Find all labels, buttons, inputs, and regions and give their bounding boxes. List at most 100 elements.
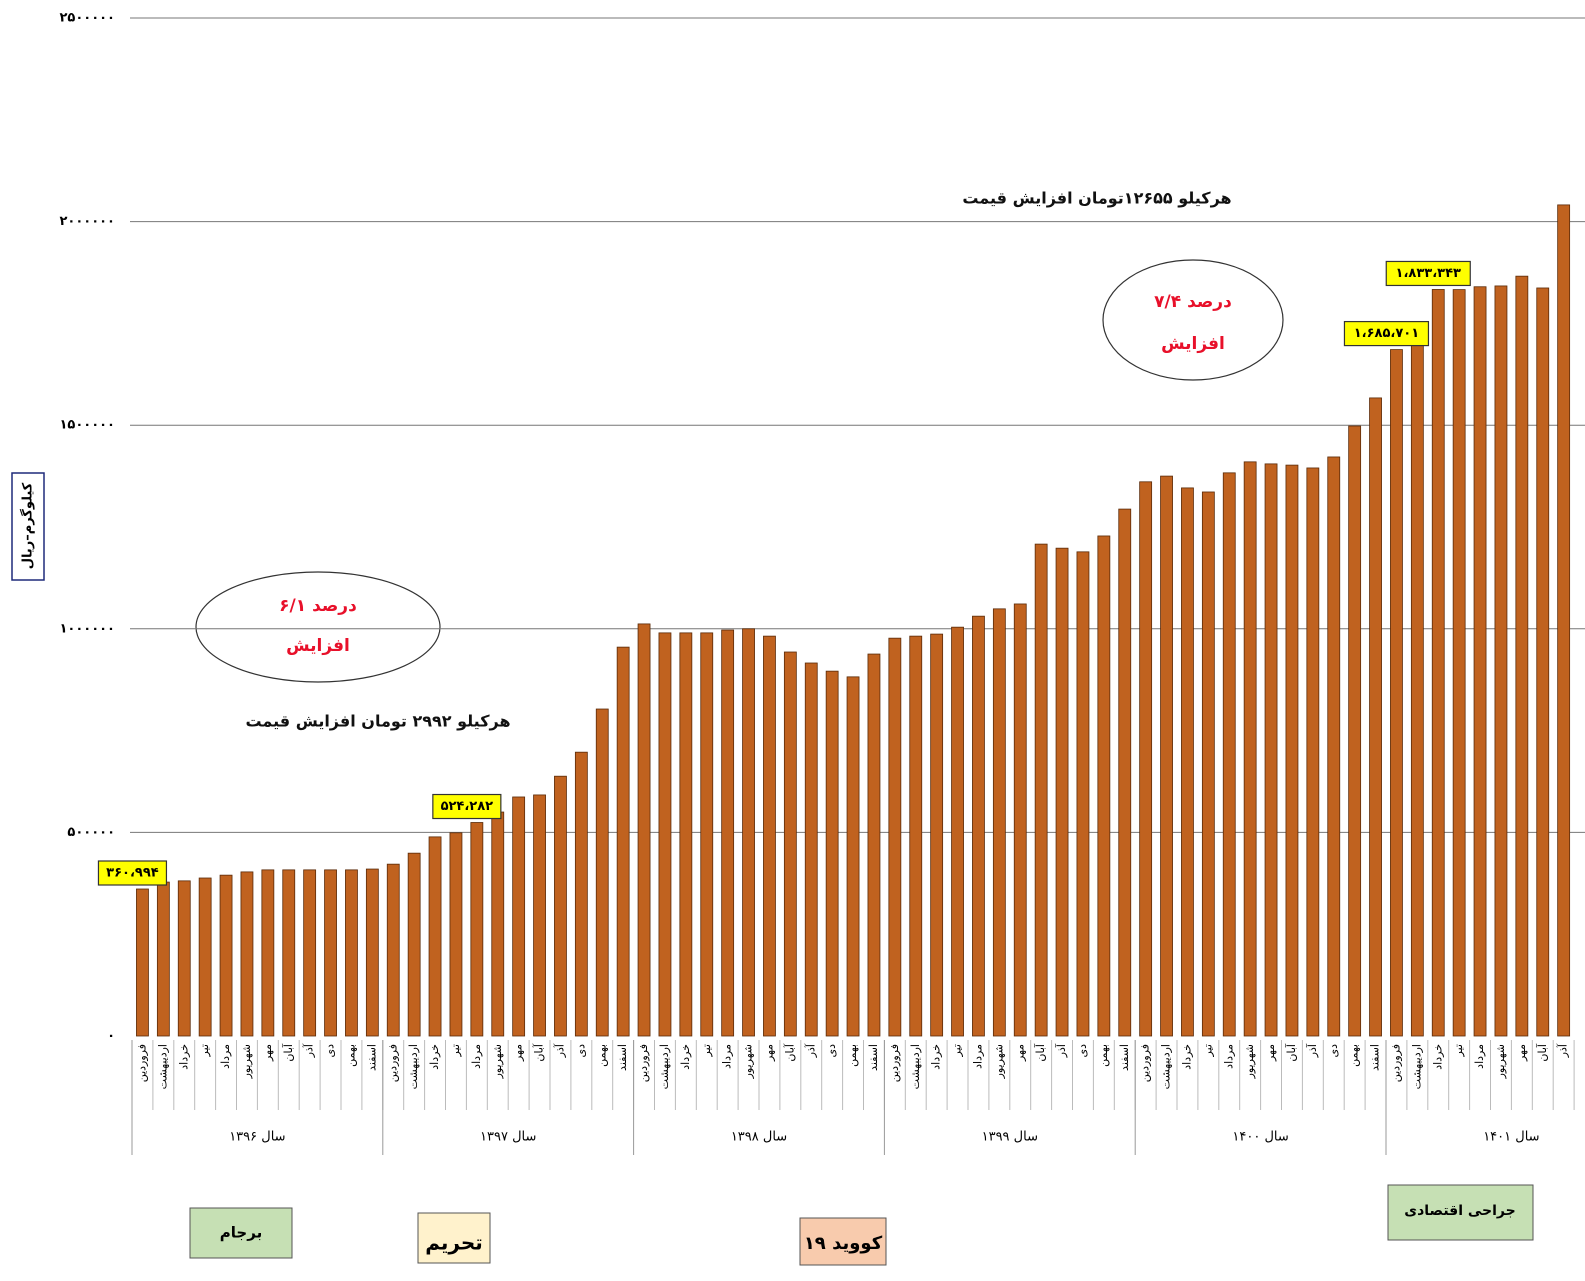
x-tick-label: بهمن — [1348, 1044, 1361, 1067]
x-tick-label: خرداد — [1180, 1044, 1193, 1070]
ellipse — [195, 571, 441, 683]
bar — [1243, 461, 1257, 1037]
x-tick-label: تیر — [449, 1044, 462, 1057]
x-tick-label: اسفند — [616, 1044, 629, 1071]
x-tick-label: اسفند — [365, 1044, 378, 1071]
event-label: برجام — [220, 1224, 262, 1242]
x-tick-label: اسفند — [867, 1044, 880, 1071]
bar — [407, 852, 421, 1037]
bar — [1076, 551, 1090, 1037]
x-tick-label: اردیبهشت — [909, 1044, 922, 1089]
bar — [240, 871, 254, 1037]
bar — [1285, 464, 1299, 1037]
event-box — [417, 1212, 491, 1264]
bar — [282, 869, 296, 1037]
x-tick-label: آذر — [1054, 1043, 1068, 1058]
event-label: جراحی اقتصادی — [1404, 1203, 1515, 1219]
x-tick-label: مرداد — [1473, 1044, 1486, 1069]
bar — [1013, 603, 1027, 1037]
y-tick-label: ۰ — [107, 1029, 115, 1044]
y-tick-label: ۲۵۰۰۰۰۰ — [59, 11, 115, 26]
bar — [658, 632, 672, 1037]
bar — [1055, 547, 1069, 1037]
bar — [1390, 349, 1403, 1037]
y-tick-label: ۵۰۰۰۰۰ — [67, 825, 115, 840]
bar — [428, 836, 442, 1037]
bar — [198, 877, 212, 1037]
y-tick-label: ۱۵۰۰۰۰۰ — [59, 418, 115, 433]
value-label-box — [97, 860, 168, 886]
bar — [1264, 463, 1278, 1037]
x-tick-label: آذر — [1556, 1043, 1570, 1058]
bar — [136, 888, 149, 1037]
bar — [554, 775, 567, 1037]
x-tick-label: آذر — [1305, 1043, 1319, 1058]
group-label: سال ۱۳۹۷ — [480, 1130, 536, 1145]
x-tick-label: اردیبهشت — [658, 1044, 671, 1089]
x-tick-label: مهر — [1013, 1044, 1026, 1062]
bar — [324, 869, 337, 1037]
bar — [219, 874, 233, 1037]
x-tick-label: شهریور — [1494, 1044, 1507, 1079]
x-tick-label: بهمن — [344, 1044, 357, 1067]
x-tick-label: آبان — [1033, 1043, 1047, 1061]
x-tick-label: شهریور — [240, 1044, 253, 1079]
x-tick-label: آبان — [1284, 1043, 1298, 1061]
x-tick-label: تیر — [700, 1044, 713, 1057]
x-tick-label: مرداد — [470, 1044, 483, 1069]
bar — [574, 751, 588, 1037]
x-tick-label: فروردین — [637, 1044, 650, 1082]
bar — [679, 632, 693, 1037]
value-label-box — [1343, 320, 1430, 347]
x-tick-label: فروردین — [888, 1044, 901, 1082]
x-tick-label: بهمن — [846, 1044, 859, 1067]
y-axis-label: کیلوگرم–ریال — [20, 482, 36, 569]
x-tick-label: خرداد — [679, 1044, 692, 1070]
bar — [951, 626, 964, 1037]
x-tick-label: آبان — [782, 1043, 796, 1061]
x-tick-label: بهمن — [1097, 1044, 1110, 1067]
x-tick-label: مرداد — [1222, 1044, 1235, 1069]
x-tick-label: شهریور — [742, 1044, 755, 1079]
bar — [1410, 340, 1424, 1037]
x-tick-label: آذر — [302, 1043, 316, 1058]
x-tick-label: آبان — [532, 1043, 546, 1061]
x-tick-label: تیر — [1452, 1044, 1465, 1057]
x-tick-label: اسفند — [1118, 1044, 1131, 1071]
bar — [1557, 204, 1571, 1037]
annotation: هرکیلو ۱۲۶۵۵تومان افزایش قیمت — [962, 189, 1231, 208]
x-tick-label: آبان — [1535, 1043, 1549, 1061]
bar — [156, 881, 170, 1037]
value-label: ۱،۸۳۳،۳۴۳ — [1396, 266, 1461, 281]
bar — [1452, 289, 1466, 1037]
x-tick-label: اردیبهشت — [1160, 1044, 1173, 1089]
x-tick-label: خرداد — [930, 1044, 943, 1070]
x-tick-label: فروردین — [1389, 1044, 1402, 1082]
bar — [1181, 487, 1194, 1037]
x-tick-label: آذر — [803, 1043, 817, 1058]
group-label: سال ۱۴۰۰ — [1232, 1130, 1288, 1145]
x-tick-label: اردیبهشت — [1410, 1044, 1423, 1089]
bar — [909, 635, 923, 1037]
x-tick-label: مرداد — [219, 1044, 232, 1069]
y-label-box — [11, 472, 45, 581]
annotation: ۷/۴ درصد — [1154, 292, 1232, 312]
group-label: سال ۱۴۰۱ — [1483, 1130, 1539, 1145]
x-tick-label: مهر — [1264, 1044, 1277, 1062]
bar — [930, 633, 944, 1037]
value-label: ۳۶۰،۹۹۴ — [106, 866, 159, 881]
bar — [616, 646, 630, 1037]
bar — [303, 869, 317, 1037]
x-tick-label: اردیبهشت — [156, 1044, 169, 1089]
x-tick-label: خرداد — [428, 1044, 441, 1070]
group-label: سال ۱۳۹۶ — [229, 1130, 285, 1145]
x-tick-label: آذر — [552, 1043, 566, 1058]
bar — [825, 670, 839, 1037]
value-label-box — [1385, 260, 1471, 287]
event-box — [799, 1217, 887, 1266]
x-tick-label: اسفند — [1369, 1044, 1382, 1071]
annotation: ۶/۱ درصد — [279, 596, 357, 616]
x-tick-label: خرداد — [1431, 1044, 1444, 1070]
bar — [888, 637, 902, 1037]
bar — [867, 653, 881, 1037]
